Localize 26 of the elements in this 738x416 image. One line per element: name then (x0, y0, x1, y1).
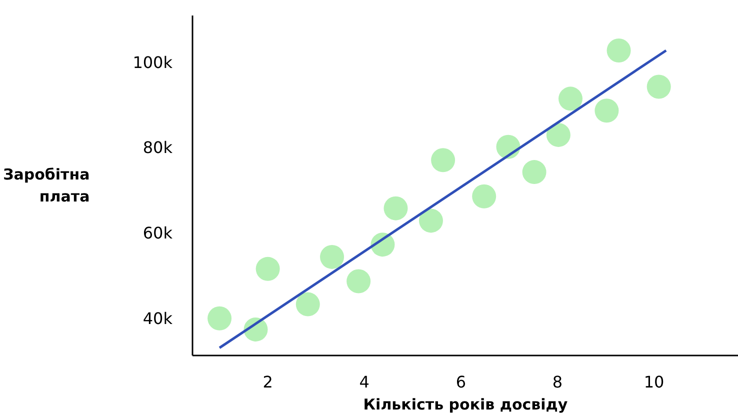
x-tick-label: 10 (644, 372, 664, 392)
point (256, 256, 280, 281)
y-axis-title: Заробітна плата (3, 166, 90, 206)
point (431, 148, 456, 172)
x-axis-title: Кількість років досвіду (363, 396, 568, 414)
x-tick-label: 2 (262, 372, 273, 392)
y-tick-label: 100k (132, 52, 174, 72)
point (606, 38, 631, 62)
point (558, 86, 582, 111)
point (522, 160, 546, 184)
point (346, 269, 371, 294)
point (296, 292, 320, 316)
x-tick-label: 8 (552, 372, 563, 392)
point (208, 306, 232, 330)
point (646, 74, 671, 99)
point (594, 98, 619, 123)
x-tick-label: 4 (359, 372, 370, 392)
y-tick-label: 40k (142, 308, 174, 328)
y-tick-label: 80k (142, 138, 174, 158)
x-tick-label: 6 (456, 372, 466, 392)
point (418, 208, 443, 233)
y-tick-label: 60k (142, 224, 174, 243)
point (384, 196, 408, 220)
point (320, 244, 344, 269)
point (546, 122, 570, 147)
point (472, 184, 496, 208)
